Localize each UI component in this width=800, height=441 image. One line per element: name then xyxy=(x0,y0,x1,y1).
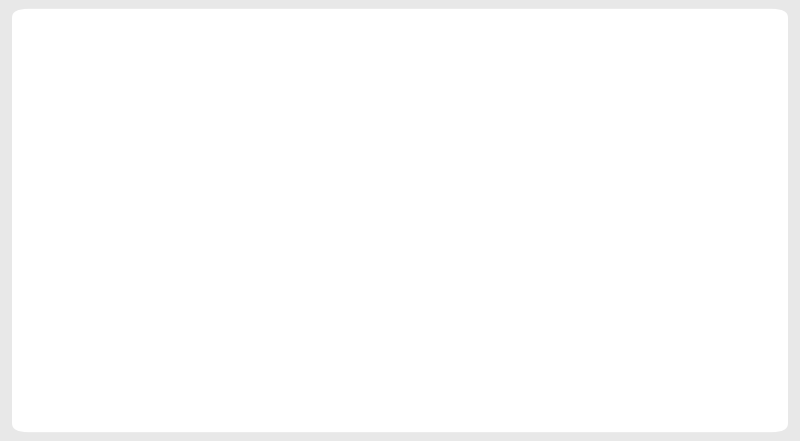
Text: Express your answer as a polynomial in: Express your answer as a polynomial in xyxy=(68,62,572,85)
Text: $f(x) = -3x + 5$: $f(x) = -3x + 5$ xyxy=(242,185,494,221)
Text: $g(x) = x^2 + 2x + 15$: $g(x) = x^2 + 2x + 15$ xyxy=(207,256,529,299)
Text: Find: $(g \circ f)(x)$: Find: $(g \circ f)(x)$ xyxy=(245,365,491,403)
Text: standard form.: standard form. xyxy=(68,123,257,146)
